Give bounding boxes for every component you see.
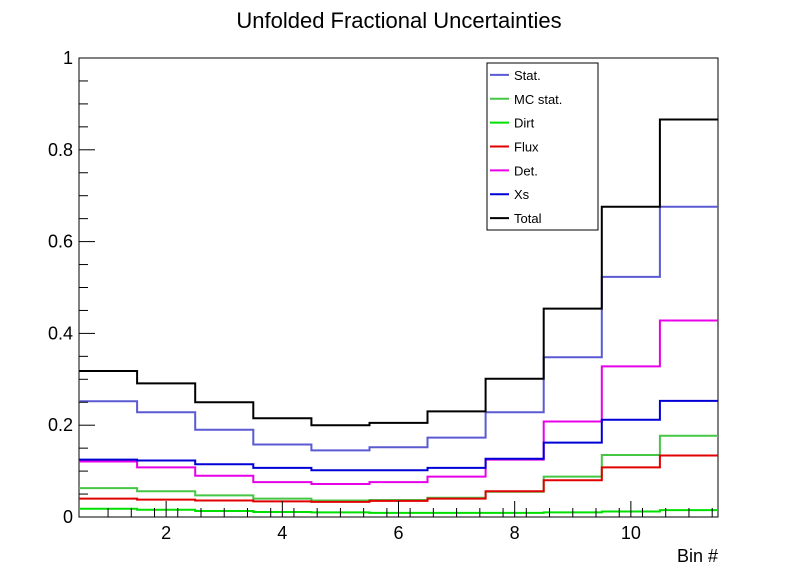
x-axis-label: Bin # xyxy=(677,546,718,566)
x-tick-label: 6 xyxy=(393,523,403,543)
axes-layer: 0 0.2 0.4 0.6 0.8 1 2 4 6 8 10 xyxy=(48,48,713,543)
x-tick-label: 10 xyxy=(621,523,641,543)
legend-label-xs: Xs xyxy=(514,187,530,202)
legend-label-mc-stat: MC stat. xyxy=(514,92,562,107)
series-line-stat xyxy=(79,205,718,452)
legend-label-stat: Stat. xyxy=(514,68,541,83)
legend-label-total: Total xyxy=(514,211,542,226)
series-line-dirt xyxy=(79,507,718,514)
x-tick-label: 8 xyxy=(510,523,520,543)
legend-label-flux: Flux xyxy=(514,140,539,155)
legend-label-dirt: Dirt xyxy=(514,116,535,131)
series-line-xs xyxy=(79,399,718,472)
chart-title: Unfolded Fractional Uncertainties xyxy=(236,8,561,33)
series-line-det xyxy=(79,319,718,485)
series-layer xyxy=(79,118,718,514)
y-tick-label: 0.2 xyxy=(48,415,73,435)
series-line-flux xyxy=(79,454,718,503)
series-line-total xyxy=(79,118,718,427)
y-tick-label: 0.8 xyxy=(48,140,73,160)
legend: Stat. MC stat. Dirt Flux Det. Xs Total xyxy=(486,62,599,231)
x-tick-label: 4 xyxy=(277,523,287,543)
y-tick-label: 1 xyxy=(63,48,73,68)
x-tick-label: 2 xyxy=(161,523,171,543)
y-tick-label: 0.4 xyxy=(48,323,73,343)
legend-label-det: Det. xyxy=(514,163,538,178)
y-tick-label: 0.6 xyxy=(48,232,73,252)
y-tick-label: 0 xyxy=(63,507,73,527)
